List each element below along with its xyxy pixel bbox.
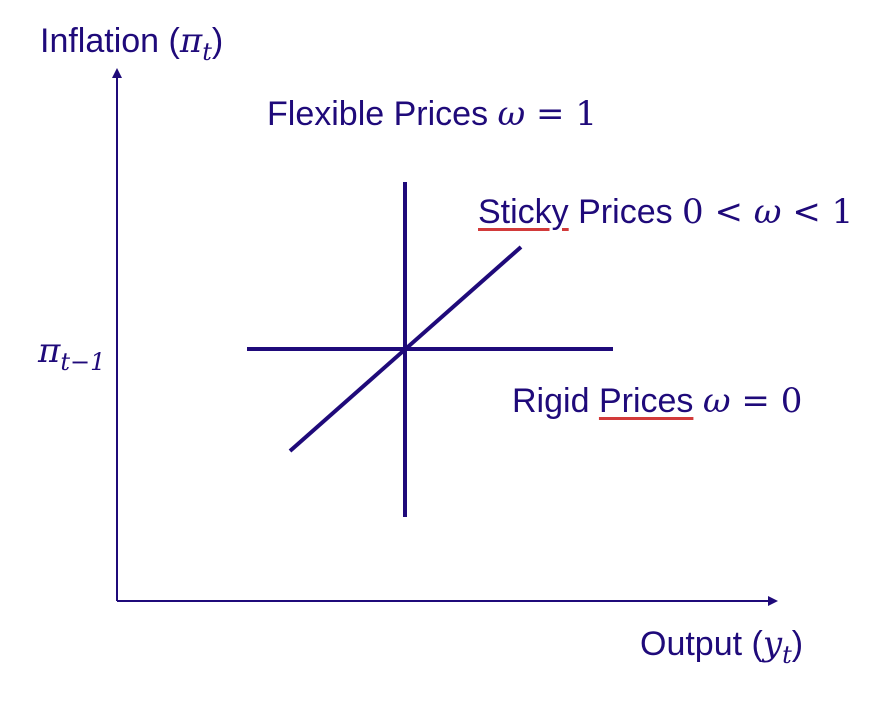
y-tick-label: πt−1 (38, 331, 105, 374)
rigid-omega: ω (702, 381, 731, 421)
y-tick-symbol: π (38, 331, 61, 371)
flexible-eq: = (525, 94, 576, 134)
x-axis-title-symbol: y (762, 624, 783, 664)
y-axis-title-close: ) (211, 22, 224, 60)
rigid-eq: = (730, 381, 781, 421)
flexible-value: 1 (575, 94, 597, 134)
x-axis-title-text: Output ( (640, 625, 763, 663)
sticky-omega: ω (753, 192, 782, 232)
y-axis-arrowhead (112, 68, 122, 78)
sticky-prices-line (288, 245, 523, 453)
flexible-omega: ω (497, 94, 526, 134)
flexible-prices-text: Flexible Prices (267, 95, 498, 133)
x-axis-arrowhead (768, 596, 778, 606)
rigid-space (693, 382, 702, 420)
rigid-prices-label: Rigid Prices ω = 0 (512, 384, 802, 418)
x-axis-title-subscript: t (782, 641, 792, 669)
sticky-prices-word: Prices (568, 193, 683, 231)
x-axis-title: Output (yt) (640, 624, 804, 667)
sticky-lt-1: < (703, 192, 754, 232)
rigid-prices-word: Prices (598, 382, 694, 420)
y-axis-title-subscript: t (202, 38, 212, 66)
x-axis-title-close: ) (791, 625, 804, 663)
sticky-word: Sticky (478, 193, 569, 231)
y-axis-title: Inflation (πt) (40, 21, 224, 64)
y-tick-subscript: t−1 (60, 348, 106, 376)
y-axis-title-symbol: π (179, 21, 203, 61)
sticky-lower-bound: 0 (682, 192, 704, 232)
rigid-value: 0 (780, 381, 803, 421)
sticky-lt-2: < (781, 192, 832, 232)
sticky-upper-bound: 1 (831, 192, 854, 232)
y-axis-title-text: Inflation ( (40, 22, 180, 60)
sticky-prices-label: Sticky Prices 0 < ω < 1 (478, 195, 853, 229)
flexible-prices-label: Flexible Prices ω = 1 (267, 97, 597, 131)
rigid-word: Rigid (512, 382, 599, 420)
